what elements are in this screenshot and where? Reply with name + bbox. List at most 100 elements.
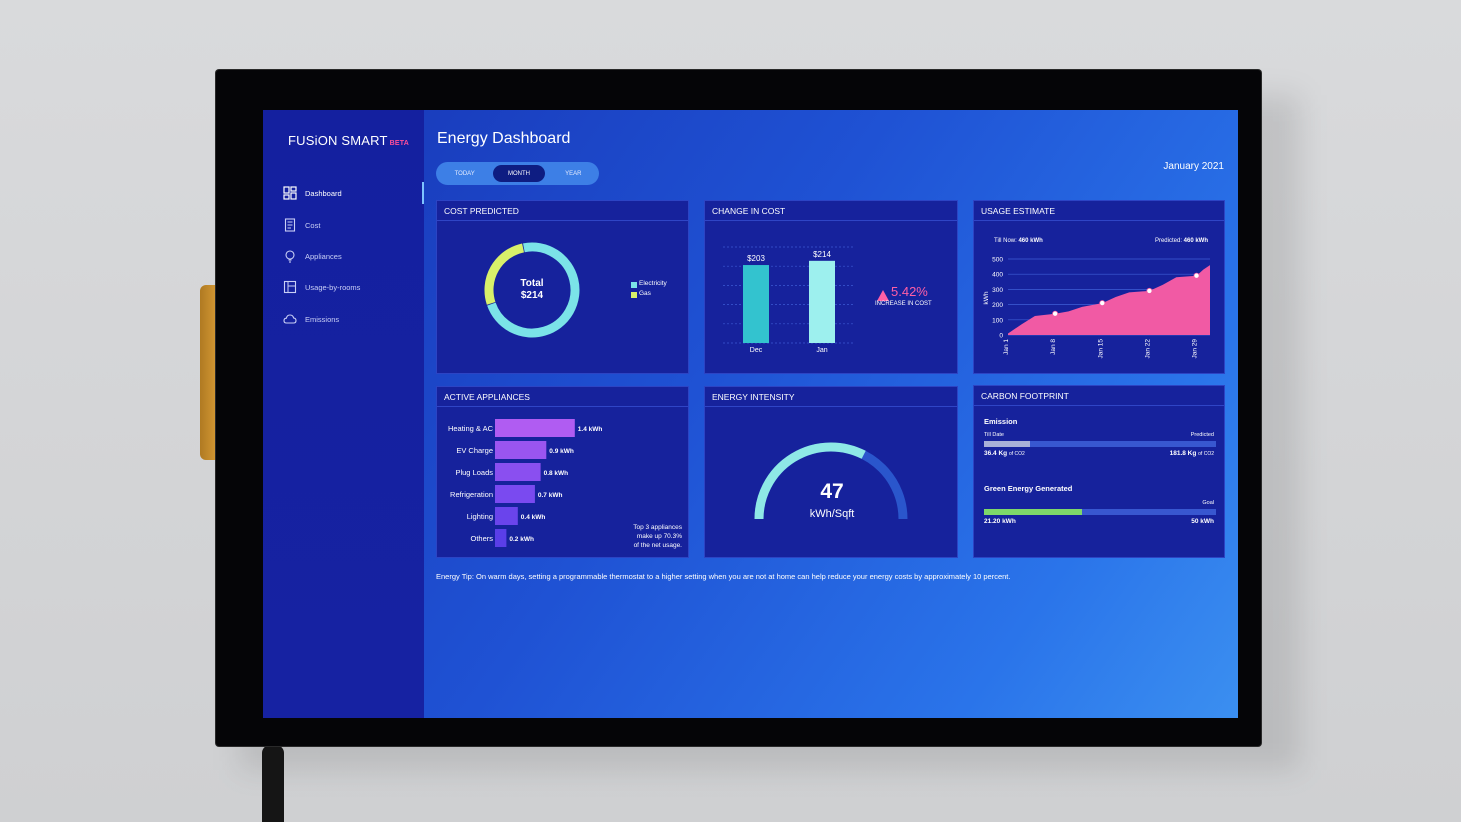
increase-up-arrow-icon [877, 290, 889, 301]
change-in-cost-card[interactable]: CHANGE IN COST $203 Dec $214 Jan 5.42% INCR… [704, 200, 958, 374]
sidebar-item-label: Appliances [305, 251, 342, 261]
appliances-note-line: make up 70.3% [636, 533, 682, 540]
appliance-bar [495, 419, 575, 437]
emission-unit: of CO2 [1198, 451, 1214, 457]
active-appliances-card[interactable]: ACTIVE APPLIANCES Heating & AC 1.4 kWh EV … [436, 386, 689, 558]
y-tick-label: 0 [999, 333, 1003, 340]
cost-change-percent: 5.42% [891, 284, 928, 299]
active-indicator [422, 182, 424, 204]
cost-bar [809, 260, 835, 343]
cost-change-caption: INCREASE IN COST [875, 301, 932, 307]
sidebar-item-label: Emissions [305, 314, 340, 324]
y-tick-label: 200 [992, 302, 1003, 309]
x-tick-label: Jan 8 [1050, 339, 1057, 355]
sidebar-item-emissions[interactable]: Emissions [283, 311, 339, 327]
appliance-label: Heating & AC [448, 424, 494, 433]
receipt-icon [284, 218, 296, 232]
emission-till-date-value: 36.4 Kg [984, 450, 1008, 457]
donut-slice-electricity [487, 242, 580, 338]
predicted-label: Predicted: [1154, 238, 1182, 244]
sidebar-item-label: Cost [305, 220, 321, 230]
appliance-bar [495, 529, 507, 547]
sidebar-item-usage-by-rooms[interactable]: Usage-by-rooms [283, 279, 360, 295]
card-divider [705, 406, 957, 407]
appliance-value-label: 0.9 kWh [549, 448, 574, 455]
usage-area-chart: 0 100 200 300 400 500 Jan 1 Jan 8 Jan 15 Jan 22 Ja… [983, 257, 1210, 359]
bar-value-label: $214 [813, 250, 831, 259]
sidebar-item-cost[interactable]: Cost [283, 217, 320, 233]
energy-intensity-gauge [754, 442, 908, 520]
donut-slice-gas [484, 243, 525, 305]
rooms-icon [283, 280, 297, 294]
legend-label-gas: Gas [639, 290, 651, 297]
appliance-value-label: 0.7 kWh [538, 492, 563, 499]
usage-marker [1146, 287, 1153, 294]
appliance-bar [495, 463, 541, 481]
x-tick-label: Jan 15 [1097, 339, 1104, 359]
appliances-bar-chart: Heating & AC 1.4 kWh EV Charge 0.9 kWh Plug … [448, 419, 602, 547]
till-now-label: Till Now: [994, 238, 1017, 244]
tab-year[interactable]: YEAR [565, 170, 582, 177]
legend-swatch-electricity [631, 282, 637, 288]
y-tick-label: 400 [992, 272, 1003, 279]
cost-predicted-card[interactable]: COST PREDICTED Total $214 Electricity Ga… [436, 200, 689, 374]
usage-marker [1193, 272, 1200, 279]
energy-tip: Energy Tip: On warm days, setting a prog… [436, 572, 1011, 581]
appliance-label: Lighting [467, 512, 493, 521]
sidebar: FUSiON SMART BETA Dashboard Cost [263, 110, 424, 718]
appliance-label: EV Charge [456, 446, 493, 455]
legend-swatch-gas [631, 292, 637, 298]
y-tick-label: 100 [992, 317, 1003, 324]
sidebar-item-dashboard[interactable]: Dashboard [283, 185, 342, 201]
brand-logo: FUSiON SMART BETA [288, 133, 409, 148]
emission-predicted: 181.8 Kg of CO2 [1170, 450, 1214, 457]
tab-month[interactable]: MONTH [493, 165, 545, 182]
cost-bar [743, 265, 769, 343]
card-title: ENERGY INTENSITY [712, 392, 795, 402]
period-toggle: TODAY MONTH YEAR [436, 162, 599, 185]
bar-category-label: Jan [816, 347, 827, 354]
green-progress-fill [984, 509, 1083, 515]
card-title: CARBON FOOTPRINT [981, 391, 1069, 401]
appliance-value-label: 0.2 kWh [509, 536, 534, 543]
appliances-note: Top 3 appliances make up 70.3% of the ne… [633, 523, 682, 550]
predicted-stat: Predicted: 460 kWh [1155, 238, 1208, 244]
emission-predicted-caption: Predicted [1190, 432, 1214, 438]
card-title: USAGE ESTIMATE [981, 206, 1055, 216]
green-goal-caption: Goal [1202, 500, 1214, 506]
donut-total-value: $214 [520, 290, 544, 301]
card-divider [437, 406, 688, 407]
usage-marker [1099, 300, 1106, 307]
bar-value-label: $203 [747, 254, 765, 263]
appliance-bar [495, 485, 535, 503]
appliance-label: Refrigeration [450, 490, 493, 499]
cost-donut-chart [484, 242, 637, 338]
card-divider [974, 405, 1224, 406]
cloud-icon [283, 314, 297, 324]
emission-predicted-value: 181.8 Kg [1169, 450, 1197, 457]
dashboard-icon [283, 186, 297, 200]
appliance-bar [495, 507, 518, 525]
emission-progress-track [984, 441, 1216, 447]
energy-intensity-value: 47 [820, 480, 844, 503]
sidebar-item-appliances[interactable]: Appliances [283, 248, 342, 264]
card-divider [705, 220, 957, 221]
x-tick-label: Jan 29 [1192, 339, 1199, 359]
card-title: COST PREDICTED [444, 206, 519, 216]
predicted-value: 460 kWh [1183, 238, 1208, 244]
y-axis-label: kWh [983, 291, 990, 304]
tab-today[interactable]: TODAY [454, 170, 475, 177]
x-tick-label: Jan 22 [1144, 339, 1151, 359]
page-title: Energy Dashboard [437, 130, 571, 147]
usage-estimate-card[interactable]: USAGE ESTIMATE Till Now: 460 kWh Predict… [973, 200, 1225, 374]
carbon-footprint-card[interactable]: CARBON FOOTPRINT Emission Till Date Pred… [973, 385, 1225, 558]
green-generated-value: 21.20 kWh [984, 518, 1016, 525]
donut-total-label: Total [520, 278, 544, 289]
sidebar-item-label: Usage-by-rooms [305, 282, 361, 292]
y-tick-label: 500 [992, 257, 1003, 264]
card-title: ACTIVE APPLIANCES [444, 392, 530, 402]
emission-progress-fill [984, 441, 1031, 447]
flex-cable [200, 285, 218, 460]
till-now-value: 460 kWh [1018, 238, 1043, 244]
energy-intensity-card[interactable]: ENERGY INTENSITY 47 kWh/Sqft [704, 386, 958, 558]
